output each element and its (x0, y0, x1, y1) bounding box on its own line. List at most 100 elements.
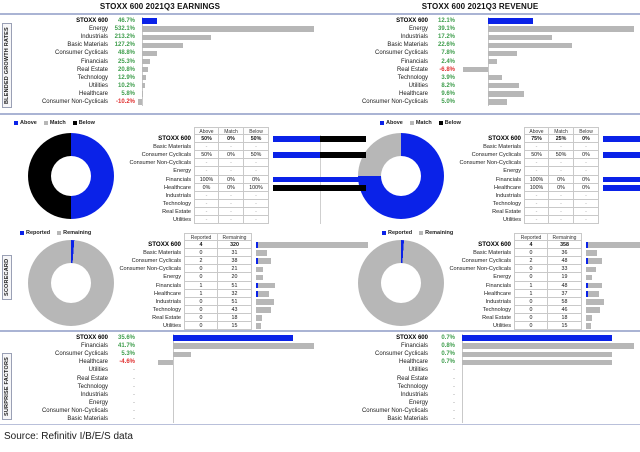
table-cell: 4 (184, 241, 218, 250)
table-cell: 0% (194, 183, 219, 192)
chart-row: Healthcare 5.8% (24, 89, 314, 98)
row-label: Technology (482, 306, 511, 313)
scorecard-legend-earnings: Above Match Below (14, 120, 95, 126)
zero-axis (173, 406, 175, 415)
row-label: Technology (162, 200, 191, 207)
table-cell: - (244, 143, 269, 152)
scorecard-legend-revenue: Above Match Below (380, 120, 461, 126)
table-row: Energy - - - (120, 167, 321, 176)
bar (487, 91, 524, 97)
chart-row: STOXX 600 0.7% (344, 334, 634, 343)
table-row: Consumer Non-Cyclicals - - - (450, 159, 640, 168)
donut-hole (51, 263, 91, 303)
table-cell: - (244, 191, 269, 200)
table-cell: 0% (219, 151, 244, 160)
bar (141, 91, 144, 97)
row-bar-area (603, 143, 640, 151)
row-bar-area (458, 342, 634, 351)
table-cell: - (194, 167, 219, 176)
table-row: Consumer Cyclicals 50% 0% 50% (120, 151, 366, 160)
table-row: Consumer Cyclicals 2 38 (110, 257, 315, 266)
row-bar-area (138, 358, 314, 367)
row-label: Consumer Cyclicals (54, 351, 108, 358)
reported-table-earnings: Reported Remaining STOXX 600 4 320 Basic Mate… (110, 233, 368, 331)
row-value: - (133, 415, 135, 422)
row-label-total: STOXX 600 (488, 135, 521, 143)
table-cell: - (524, 143, 549, 152)
table-cell: - (549, 167, 574, 176)
table-row: Utilities 0 15 (110, 322, 315, 331)
table-row: Real Estate 0 18 (440, 313, 640, 323)
row-cells: 4 320 (184, 241, 252, 250)
table-cell: 0 (184, 249, 218, 258)
table-cell: - (219, 207, 244, 217)
mid-axis (319, 216, 321, 225)
table-row: Real Estate - - - (450, 207, 640, 217)
row-label: Industrials (495, 192, 522, 199)
row-label: Basic Materials (67, 415, 108, 422)
table-cell: - (194, 143, 219, 152)
bar (487, 83, 519, 89)
table-row: Consumer Non-Cyclicals - - - (120, 159, 321, 168)
chart-row: Consumer Cyclicals 0.7% (344, 350, 634, 359)
bar (141, 26, 314, 32)
bar (487, 26, 634, 32)
stacked-bar-segment (273, 136, 320, 142)
bar (141, 42, 183, 48)
chart-row: Energy - (344, 398, 634, 407)
row-bar-area (603, 135, 640, 143)
row-cells: --- (524, 199, 599, 208)
row-value: -4.6% (119, 359, 135, 366)
row-value: 10.2% (117, 82, 135, 89)
row-label: Financials (80, 343, 108, 350)
row-label: Utilities (492, 323, 511, 330)
table-cell: 0% (219, 183, 244, 192)
row-bar-area (458, 49, 634, 58)
row-cells: 0 58 (514, 297, 582, 306)
row-cells: --- (524, 167, 599, 176)
table-cell: 25% (549, 135, 574, 144)
table-cell: - (219, 143, 244, 152)
row-bar-area (458, 33, 634, 42)
table-cell: 51 (218, 297, 252, 306)
table-row: Energy 0 20 (110, 273, 315, 282)
bar (138, 99, 142, 105)
zero-axis (173, 390, 175, 399)
row-bar-area (586, 265, 640, 273)
chart-row: Financials 25.3% (24, 57, 314, 66)
table-cell: 0 (514, 322, 548, 331)
table-row: Financials 100% 0% 0% (450, 175, 640, 184)
table-row: STOXX 600 50% 0% 50% (120, 135, 366, 144)
table-cell: 0% (549, 183, 574, 192)
row-cells: --- (194, 191, 269, 200)
table-cell: 100% (524, 183, 549, 192)
chart-row: Utilities - (24, 366, 314, 375)
row-value: 48.8% (117, 50, 135, 57)
row-bar-area (458, 25, 634, 34)
row-value: 0.8% (441, 343, 455, 350)
stacked-bar-segment (587, 282, 603, 289)
column-header: Match (219, 127, 244, 136)
row-value: - (133, 383, 135, 390)
table-cell: - (244, 159, 269, 168)
row-label: Healthcare (398, 90, 428, 97)
row-bar-area (586, 290, 640, 298)
table-cell: - (549, 191, 574, 200)
bar (487, 42, 573, 48)
row-bar-area (458, 97, 634, 107)
table-header-row: Reported Remaining (110, 233, 315, 242)
table-cell: 0% (574, 175, 599, 184)
donut-hole (381, 263, 421, 303)
row-bar-area (458, 17, 634, 26)
row-cells: 0 46 (514, 305, 582, 314)
row-label: Energy (408, 399, 428, 406)
chart-row: Healthcare 0.7% (344, 358, 634, 367)
row-label: Basic Materials (67, 42, 108, 49)
table-cell: - (524, 207, 549, 217)
row-label: Utilities (408, 367, 428, 374)
legend-swatch-icon (57, 231, 62, 235)
table-cell: 0 (184, 273, 218, 282)
row-label: Industrials (80, 34, 108, 41)
reported-legend-revenue: Reported Remaining (382, 230, 453, 236)
chart-row: STOXX 600 46.7% (24, 17, 314, 26)
